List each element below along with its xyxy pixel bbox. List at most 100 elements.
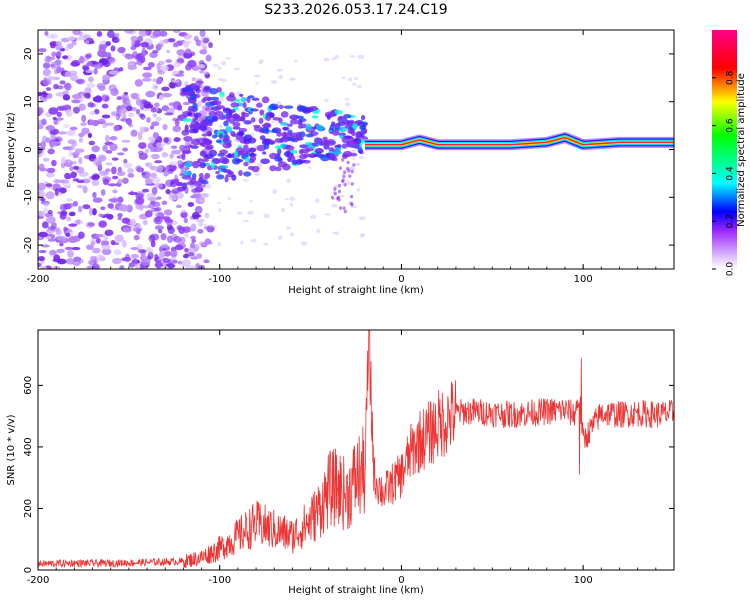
heatmap-cell bbox=[224, 57, 232, 60]
heatmap-cell bbox=[47, 209, 53, 215]
snr-y-tick-label: 600 bbox=[23, 376, 34, 395]
heatmap-cell bbox=[205, 54, 212, 62]
heatmap-cell bbox=[84, 87, 92, 95]
heatmap-cell bbox=[184, 232, 189, 238]
heatmap-cell bbox=[258, 117, 264, 124]
heatmap-cell bbox=[289, 77, 296, 81]
snr-x-tick-label: -200 bbox=[27, 575, 50, 586]
heatmap-cell bbox=[298, 118, 307, 122]
heatmap-cell bbox=[308, 166, 312, 169]
heatmap-cell bbox=[353, 137, 362, 145]
heatmap-cell bbox=[353, 142, 360, 149]
heatmap-cell bbox=[101, 176, 112, 183]
heatmap-cell bbox=[190, 235, 196, 240]
heatmap-cell bbox=[244, 157, 250, 163]
heatmap-cell bbox=[200, 158, 209, 162]
heatmap-cell bbox=[225, 126, 233, 133]
colorbar-tick-label: 0.8 bbox=[726, 70, 736, 85]
heatmap-cell bbox=[199, 150, 207, 157]
heatmap-cell bbox=[72, 165, 80, 170]
heatmap-cell bbox=[263, 143, 270, 150]
heatmap-cell bbox=[262, 151, 267, 155]
heatmap-cell bbox=[85, 221, 95, 228]
heatmap-cell bbox=[94, 108, 100, 115]
heatmap-cell bbox=[87, 40, 95, 45]
heatmap-cell bbox=[100, 189, 106, 196]
heatmap-cell bbox=[46, 216, 56, 224]
heatmap-cell bbox=[189, 93, 198, 99]
heatmap-cell bbox=[217, 66, 222, 70]
heatmap-cell bbox=[48, 107, 59, 115]
heatmap-cell bbox=[144, 210, 153, 218]
heatmap-cell bbox=[91, 208, 97, 216]
heatmap-cell bbox=[60, 156, 66, 165]
heatmap-cell bbox=[346, 160, 350, 165]
heatmap-cell bbox=[105, 41, 111, 47]
heatmap-cell bbox=[82, 34, 91, 39]
heatmap-cell bbox=[341, 143, 348, 149]
heatmap-cell bbox=[138, 152, 148, 160]
heatmap-cell bbox=[143, 103, 154, 109]
heatmap-cell bbox=[159, 250, 166, 258]
heatmap-cell bbox=[91, 175, 96, 181]
heatmap-cell bbox=[96, 49, 105, 57]
heatmap-cell bbox=[111, 166, 117, 175]
heatmap-cell bbox=[351, 149, 357, 154]
heatmap-cell bbox=[56, 248, 65, 254]
heatmap-cell bbox=[109, 197, 120, 204]
heatmap-cell bbox=[359, 125, 367, 130]
heatmap-cell bbox=[147, 62, 155, 68]
heatmap-ridge bbox=[365, 132, 674, 151]
heatmap-cell bbox=[293, 59, 298, 63]
heatmap-cell bbox=[180, 211, 188, 219]
colorbar-tick-label: 0.6 bbox=[726, 118, 736, 133]
heatmap-cell bbox=[205, 101, 215, 107]
heatmap-cell bbox=[195, 180, 203, 187]
heatmap-cell bbox=[200, 180, 209, 185]
heatmap-cell bbox=[173, 61, 181, 68]
heatmap-cell bbox=[174, 244, 184, 251]
heatmap-cell bbox=[45, 92, 53, 99]
heatmap-cell bbox=[109, 136, 118, 141]
heatmap-cell bbox=[112, 175, 119, 180]
heatmap-cell bbox=[199, 199, 205, 202]
heatmap-cell bbox=[204, 212, 210, 219]
heatmap-cell bbox=[81, 178, 91, 184]
heatmap-cell bbox=[169, 153, 174, 159]
heatmap-cell bbox=[42, 79, 52, 86]
snr-plot: -200 -100 0 100 0 200 400 600 Height of straig… bbox=[6, 329, 675, 596]
heatmap-cell bbox=[344, 102, 351, 107]
heatmap-cell bbox=[59, 242, 64, 247]
heatmap-cell bbox=[118, 204, 129, 212]
heatmap-cell bbox=[130, 129, 138, 137]
snr-xlabel: Height of straight line (km) bbox=[288, 585, 424, 596]
heatmap-cell bbox=[85, 244, 94, 250]
heatmap-cell bbox=[127, 173, 135, 178]
heatmap-cell bbox=[263, 122, 271, 128]
heatmap-ylabel: Frequency (Hz) bbox=[6, 112, 17, 188]
heatmap-cell bbox=[263, 138, 271, 145]
heatmap-cell bbox=[278, 104, 284, 109]
heatmap-cell bbox=[271, 128, 278, 133]
heatmap-cell bbox=[117, 213, 123, 218]
heatmap-cell bbox=[325, 139, 336, 146]
heatmap-cell bbox=[341, 158, 345, 162]
heatmap-cell bbox=[270, 80, 278, 84]
heatmap-cell bbox=[162, 92, 172, 98]
heatmap-cell bbox=[300, 241, 308, 246]
heatmap-cell bbox=[122, 147, 129, 152]
heatmap-cell bbox=[171, 79, 180, 83]
heatmap-cell bbox=[133, 234, 140, 241]
heatmap-cell bbox=[43, 207, 49, 215]
heatmap-cell bbox=[46, 167, 56, 174]
heatmap-cell bbox=[278, 74, 283, 80]
heatmap-cell bbox=[38, 147, 43, 155]
heatmap-cell bbox=[45, 172, 55, 178]
heatmap-cell bbox=[47, 148, 55, 155]
heatmap-cell bbox=[69, 165, 74, 172]
heatmap-cell bbox=[305, 123, 312, 131]
heatmap-cell bbox=[263, 242, 269, 246]
heatmap-cell bbox=[181, 152, 186, 161]
heatmap-cell bbox=[289, 202, 294, 207]
heatmap-cell bbox=[47, 226, 56, 230]
